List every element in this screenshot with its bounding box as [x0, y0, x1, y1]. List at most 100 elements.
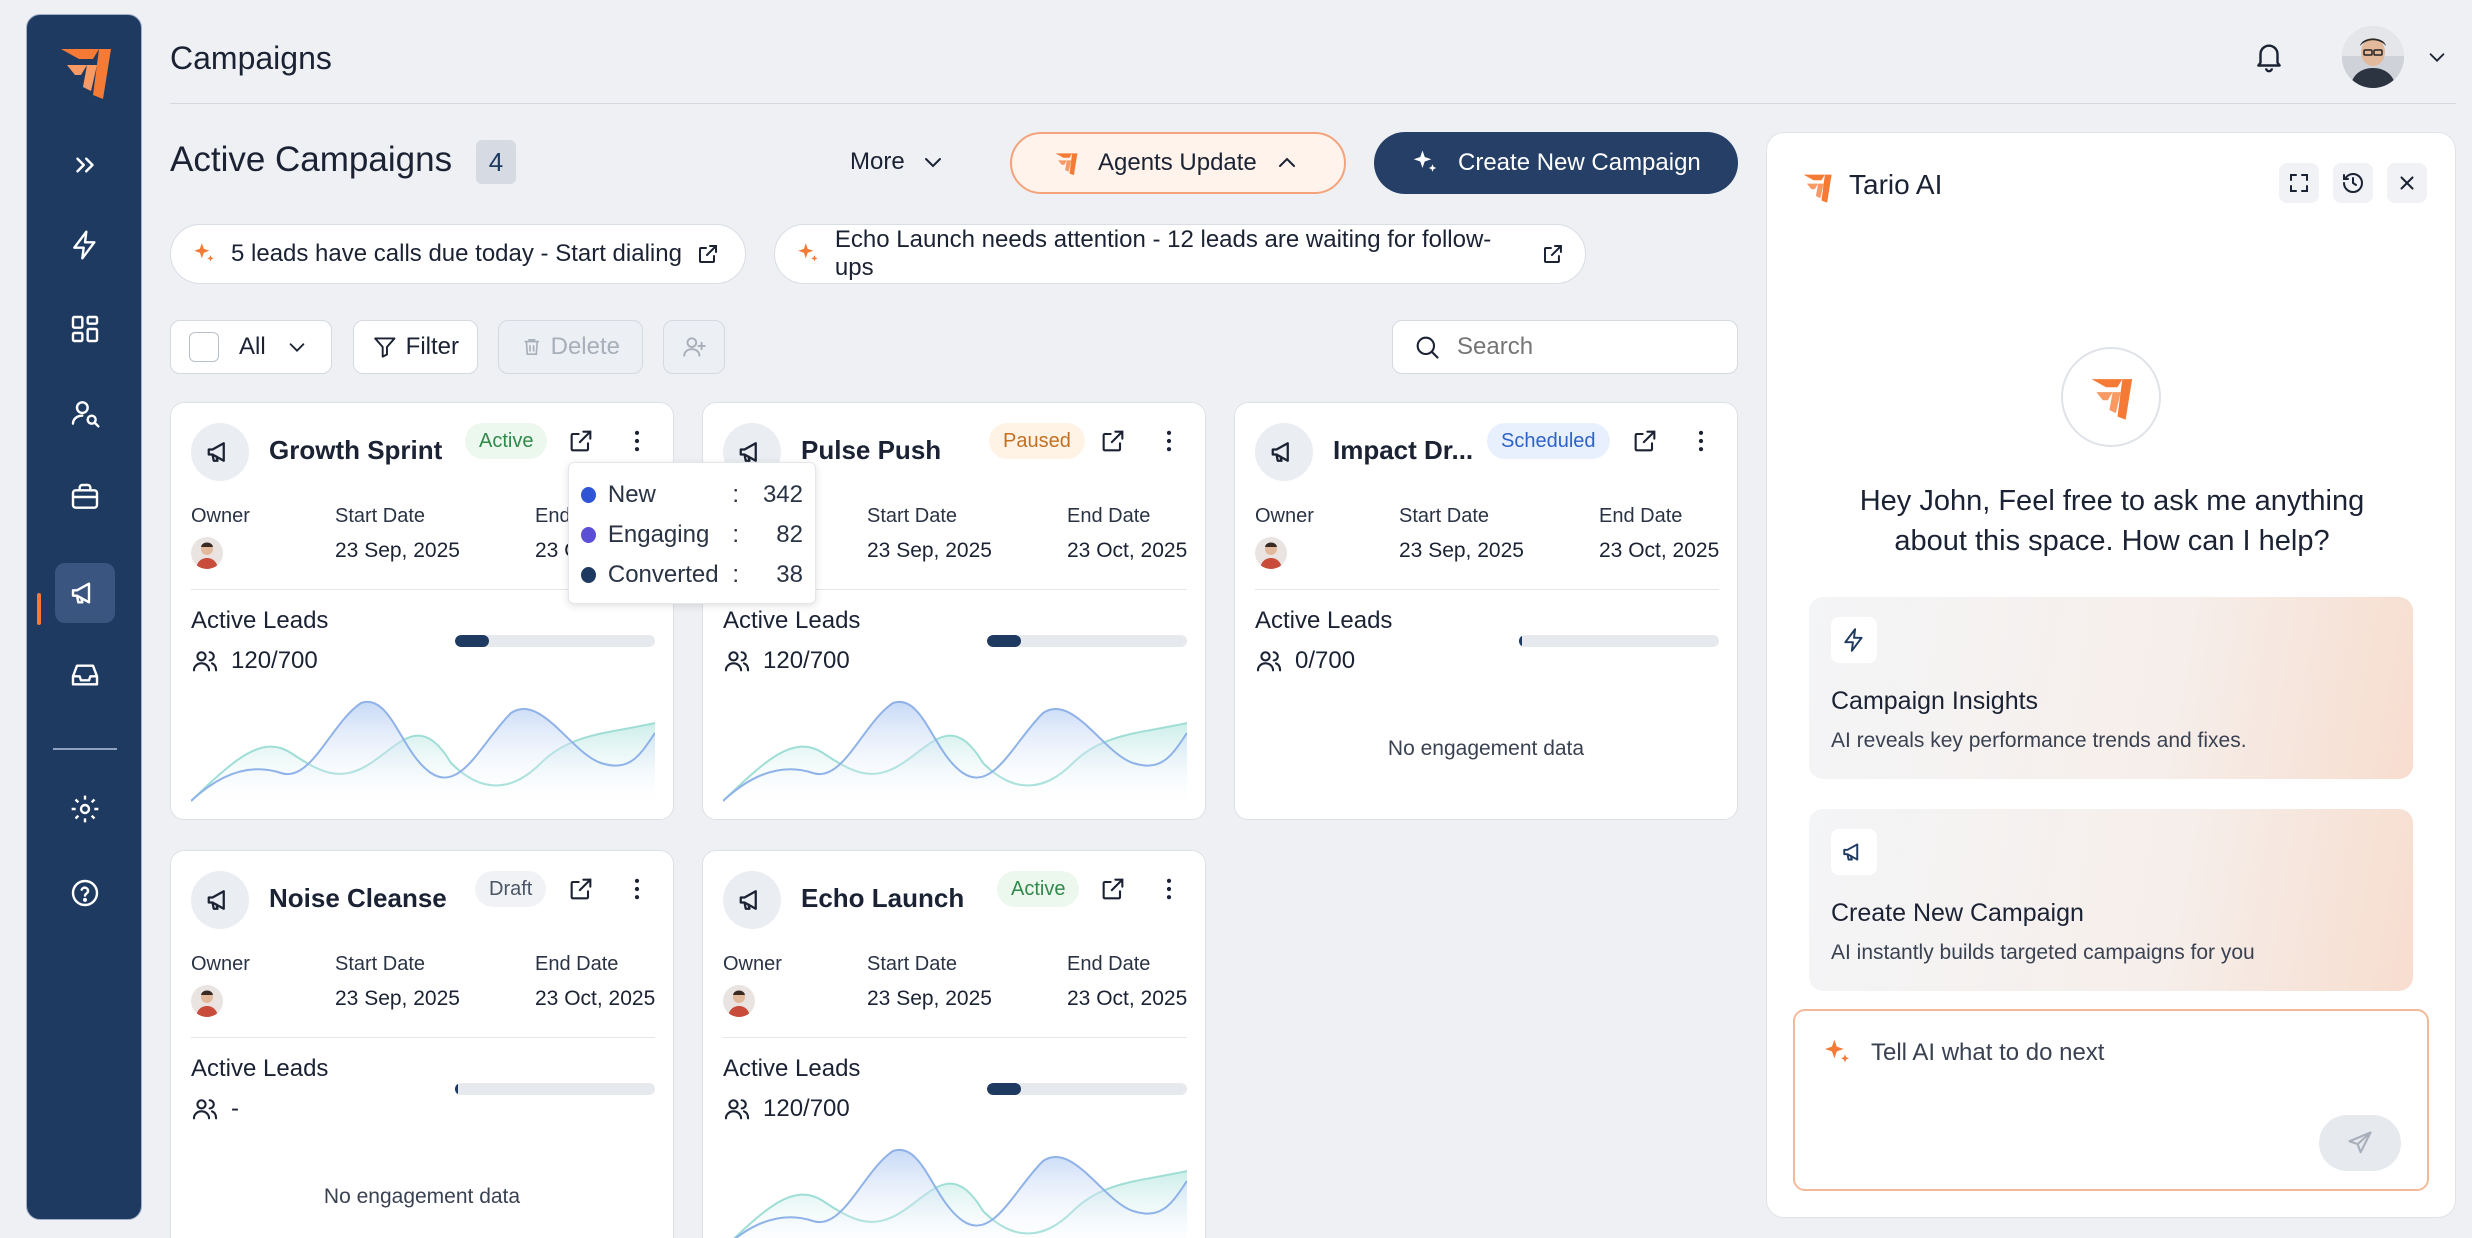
start-date-label: Start Date — [335, 505, 426, 527]
campaign-name[interactable]: Growth Sprint — [269, 435, 443, 465]
account-menu-button[interactable] — [2426, 46, 2448, 68]
external-link-icon — [698, 245, 717, 263]
brand-logo-icon — [1799, 169, 1835, 205]
active-leads-label: Active Leads — [723, 607, 861, 634]
campaign-name[interactable]: Noise Cleanse — [269, 883, 447, 913]
campaign-name[interactable]: Impact Dr... — [1333, 435, 1474, 465]
card-menu-button[interactable] — [623, 427, 651, 455]
lightning-icon — [1844, 628, 1863, 652]
tooltip-stage: Converted — [607, 561, 719, 588]
search-input[interactable] — [1457, 333, 1717, 361]
end-date-label: End Date — [1067, 505, 1151, 527]
tooltip-separator: : — [732, 561, 740, 588]
campaign-name[interactable]: Pulse Push — [801, 435, 942, 465]
card-menu-button[interactable] — [1687, 427, 1715, 455]
fullscreen-icon — [2290, 174, 2308, 192]
history-icon — [2343, 172, 2363, 193]
tooltip-value: 342 — [762, 481, 803, 508]
leads-progress-fill — [455, 1083, 458, 1095]
notifications-button[interactable] — [2252, 40, 2286, 74]
page-title: Campaigns — [170, 40, 332, 76]
expand-panel-button[interactable] — [2279, 163, 2319, 203]
more-button[interactable]: More — [850, 148, 945, 176]
lead-stage-tooltip: New : 342 Engaging : 82 Converted : 38 — [568, 462, 816, 604]
engagement-sparkline — [191, 700, 655, 805]
history-button[interactable] — [2333, 163, 2373, 203]
campaign-card[interactable]: Echo Launch Active Owner Start Date End … — [702, 850, 1206, 1238]
campaign-name[interactable]: Echo Launch — [801, 883, 965, 913]
dashboard-icon — [71, 315, 99, 343]
select-all-checkbox[interactable] — [189, 332, 219, 362]
more-vertical-icon — [634, 878, 640, 900]
tooltip-row: New : 342 — [581, 475, 803, 515]
campaign-card[interactable]: Noise Cleanse Draft Owner Start Date End… — [170, 850, 674, 1238]
brand-logo-icon — [1055, 153, 1078, 176]
open-campaign-button[interactable] — [567, 875, 595, 903]
assign-user-button[interactable] — [663, 320, 725, 374]
leads-progress-bar — [1519, 635, 1719, 647]
filter-button[interactable]: Filter — [353, 320, 478, 374]
campaign-card[interactable]: Impact Dr... Scheduled Owner Start Date … — [1234, 402, 1738, 820]
megaphone-icon — [207, 442, 225, 462]
delete-button[interactable]: Delete — [498, 320, 643, 374]
sidebar-item-contacts[interactable] — [55, 383, 115, 443]
end-date-label: End — [535, 505, 571, 527]
select-all-dropdown[interactable]: All — [170, 320, 332, 374]
leads-count: 0/700 — [1295, 647, 1356, 674]
card-menu-button[interactable] — [623, 875, 651, 903]
external-link-icon — [570, 878, 592, 900]
search-box[interactable] — [1392, 320, 1738, 374]
tooltip-stage: New — [607, 481, 656, 508]
sidebar-item-automation[interactable] — [55, 215, 115, 275]
open-campaign-button[interactable] — [1631, 427, 1659, 455]
tooltip-value: 82 — [776, 521, 803, 548]
suggestion-create-campaign[interactable]: Create New Campaign AI instantly builds … — [1809, 809, 2413, 991]
expand-sidebar-button[interactable] — [55, 135, 115, 195]
user-avatar[interactable] — [2342, 26, 2404, 88]
leads-count: 120/700 — [763, 1095, 850, 1122]
sparkle-icon — [194, 243, 214, 262]
end-date-label: End Date — [1599, 505, 1683, 527]
active-leads-value: 0/700 — [1255, 647, 1355, 675]
more-label: More — [850, 148, 905, 175]
close-panel-button[interactable] — [2387, 163, 2427, 203]
external-link-icon — [1102, 430, 1124, 452]
leads-progress-fill — [987, 1083, 1022, 1095]
external-link-icon — [1102, 878, 1124, 900]
no-engagement-text: No engagement data — [323, 1185, 521, 1208]
sidebar-item-campaigns[interactable] — [55, 563, 115, 623]
card-divider — [1255, 589, 1719, 590]
sidebar-item-dashboard[interactable] — [55, 299, 115, 359]
alert-chip[interactable]: 5 leads have calls due today - Start dia… — [170, 224, 746, 284]
users-icon — [724, 1099, 750, 1120]
open-campaign-button[interactable] — [1099, 875, 1127, 903]
send-button[interactable] — [2319, 1115, 2401, 1171]
sidebar-item-help[interactable] — [55, 863, 115, 923]
create-campaign-button[interactable]: Create New Campaign — [1374, 132, 1738, 194]
suggestion-icon — [1831, 829, 1877, 875]
card-menu-button[interactable] — [1155, 427, 1183, 455]
sidebar-item-settings[interactable] — [55, 779, 115, 839]
sidebar-item-deals[interactable] — [55, 467, 115, 527]
settings-icon — [71, 795, 99, 823]
leads-count: 120/700 — [231, 647, 318, 674]
ai-prompt-input[interactable] — [1871, 1033, 2391, 1073]
sidebar-item-inbox[interactable] — [55, 645, 115, 705]
brand-logo-icon[interactable] — [53, 39, 117, 103]
open-campaign-button[interactable] — [1099, 427, 1127, 455]
brand-logo-icon — [2091, 379, 2133, 420]
external-link-icon — [570, 430, 592, 452]
card-menu-button[interactable] — [1155, 875, 1183, 903]
campaign-icon — [1255, 423, 1313, 481]
alert-chip[interactable]: Echo Launch needs attention - 12 leads a… — [774, 224, 1586, 284]
ai-prompt-box[interactable] — [1793, 1009, 2429, 1191]
start-date-label: Start Date — [867, 505, 958, 527]
suggestion-campaign-insights[interactable]: Campaign Insights AI reveals key perform… — [1809, 597, 2413, 779]
owner-label: Owner — [191, 505, 250, 527]
tooltip-separator: : — [732, 481, 740, 508]
agents-update-button[interactable]: Agents Update — [1010, 132, 1346, 194]
campaign-card[interactable]: Pulse Push Paused Owner Start Date End D… — [702, 402, 1206, 820]
open-campaign-button[interactable] — [567, 427, 595, 455]
trash-icon — [524, 338, 540, 356]
filter-label: Filter — [405, 333, 459, 360]
